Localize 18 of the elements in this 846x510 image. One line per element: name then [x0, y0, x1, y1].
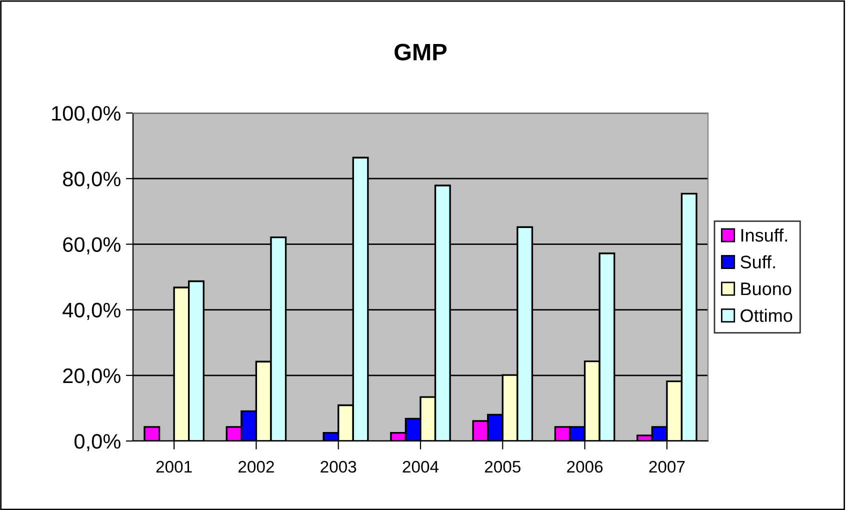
- x-tick-label: 2006: [567, 460, 603, 473]
- legend-label: Buono: [741, 282, 792, 296]
- x-tick-label: 2001: [156, 460, 192, 473]
- legend-label: Insuff.: [741, 228, 787, 242]
- y-tick-label: 20,0%: [63, 368, 120, 386]
- y-tick-label: 80,0%: [63, 172, 120, 189]
- y-tick-label: 0,0%: [74, 434, 120, 452]
- chart-title: GMP: [394, 44, 447, 60]
- legend-label: Ottimo: [740, 308, 792, 322]
- x-tick-label: 2004: [402, 460, 439, 473]
- y-tick-label: 40,0%: [62, 302, 120, 320]
- x-tick-label: 2007: [649, 460, 685, 473]
- x-tick-label: 2002: [238, 460, 274, 473]
- x-tick-label: 2005: [484, 460, 520, 473]
- x-tick-label: 2003: [320, 460, 356, 473]
- y-tick-label: 60,0%: [63, 237, 120, 254]
- y-tick-label: 100,0%: [52, 106, 120, 124]
- legend-label: Suff.: [740, 255, 775, 268]
